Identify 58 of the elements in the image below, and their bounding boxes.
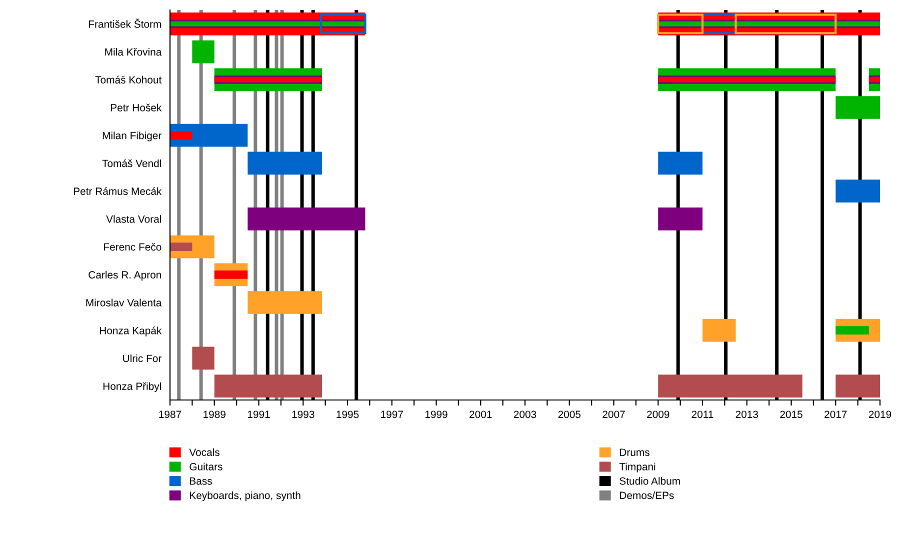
x-tick-label: 2017	[824, 410, 847, 418]
y-tick-label: Vlasta Voral	[106, 215, 161, 223]
bar	[658, 374, 802, 398]
legend-label: Keyboards, piano, synth	[190, 491, 300, 502]
legend-label: Timpani	[619, 462, 656, 472]
y-tick-label: Ulric For	[123, 354, 162, 362]
x-tick-label: 2003	[514, 410, 536, 418]
x-tick-label: 2011	[692, 410, 714, 418]
y-tick-label: Carles R. Apron	[88, 270, 161, 281]
x-tick-label: 1993	[292, 410, 314, 418]
y-tick-label: Petr Rámus Mecák	[74, 187, 162, 195]
bar	[248, 208, 366, 230]
x-tick-label: 1995	[336, 410, 359, 418]
y-tick-label: Mila Křovina	[105, 48, 162, 56]
x-tick-label: 2005	[558, 410, 581, 418]
bar	[192, 40, 214, 64]
legend-label: Guitars	[190, 462, 222, 470]
x-tick-label: 2015	[780, 410, 802, 418]
x-tick-label: 1987	[159, 410, 182, 418]
y-tick-label: Honza Přibyl	[103, 382, 161, 392]
y-tick-label: Tomáš Kohout	[95, 76, 162, 84]
x-tick-label: 2001	[470, 410, 492, 418]
bar	[702, 318, 736, 342]
y-tick-label: Milan Fibiger	[102, 132, 162, 142]
y-tick-label: František Štorm	[89, 18, 161, 28]
legend-label: Bass	[190, 477, 212, 485]
y-tick-label: Honza Kapák	[100, 326, 162, 336]
y-tick-label: Petr Hošek	[111, 104, 162, 112]
bar	[170, 131, 192, 140]
bar	[320, 14, 366, 34]
x-tick-label: 2019	[868, 410, 892, 418]
bar	[658, 152, 702, 175]
x-tick-label: 2009	[647, 410, 670, 418]
x-tick-label: 1997	[381, 410, 403, 418]
legend-label: Drums	[620, 448, 650, 456]
bar	[248, 152, 322, 175]
bar	[214, 374, 322, 398]
legend-label: Demos/EPs	[620, 491, 674, 500]
y-tick-label: Miroslav Valenta	[86, 298, 162, 306]
legend-label: Vocals	[189, 448, 220, 456]
bar	[658, 208, 702, 230]
bar	[734, 14, 837, 34]
bar	[836, 374, 880, 398]
bar	[192, 346, 214, 370]
x-tick-label: 2013	[736, 410, 758, 418]
bar	[657, 14, 704, 34]
bar	[214, 270, 248, 279]
x-tick-label: 1999	[425, 410, 448, 418]
bar	[170, 242, 192, 251]
x-tick-label: 1989	[204, 410, 226, 418]
bar	[836, 180, 880, 202]
legend-label: Studio Album	[620, 477, 680, 485]
y-tick-label: Ferenc Fečo	[104, 242, 162, 251]
bar	[248, 291, 322, 314]
x-tick-label: 2007	[602, 410, 625, 418]
bar	[836, 96, 880, 119]
x-tick-label: 1991	[248, 410, 270, 418]
y-tick-label: Tomáš Vendl	[102, 159, 161, 168]
